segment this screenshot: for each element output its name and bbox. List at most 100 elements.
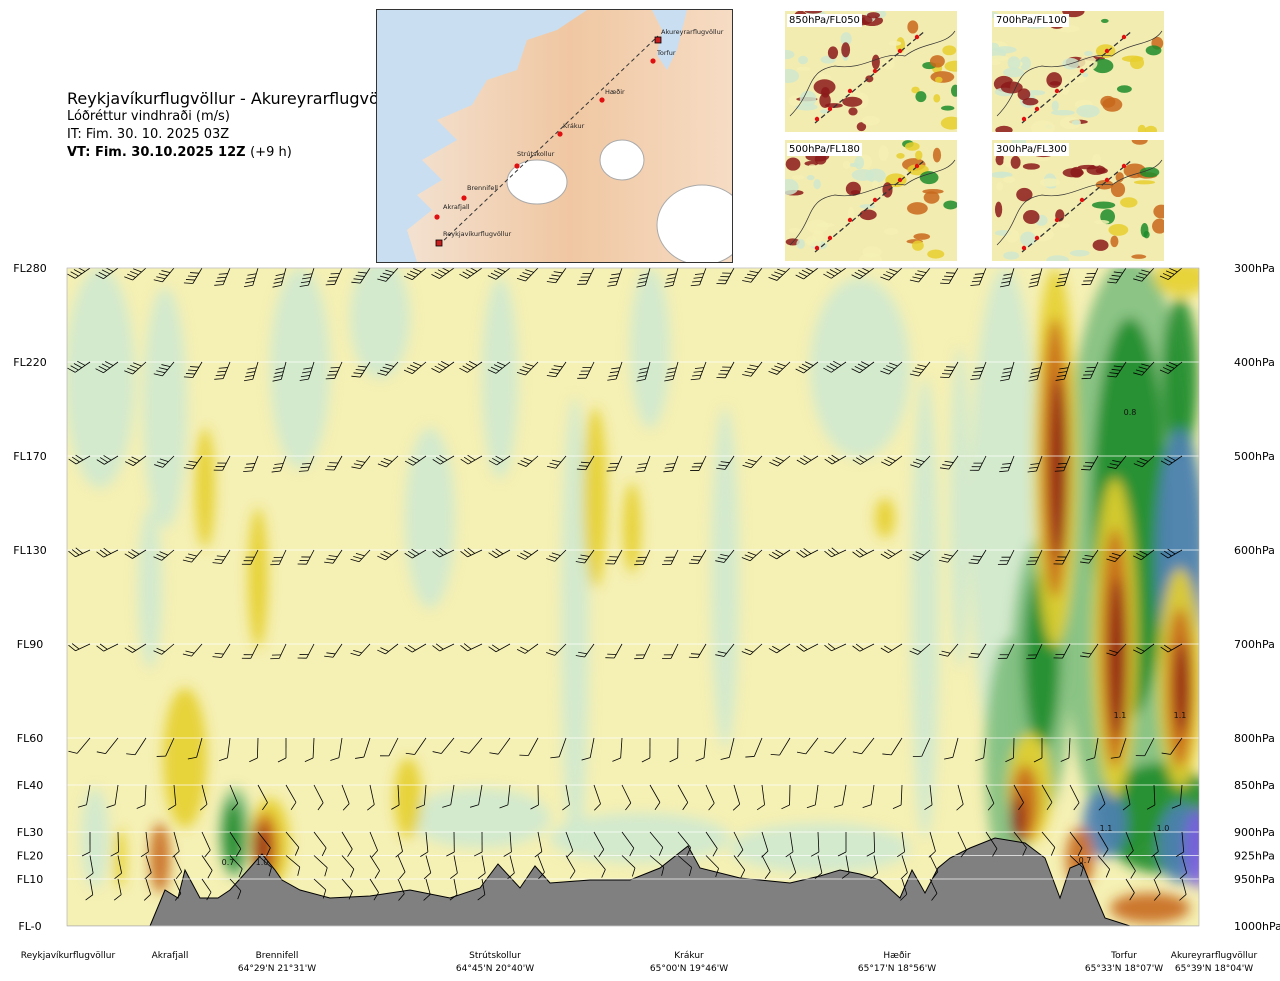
wind-barb: [1041, 784, 1053, 811]
valid-time: VT: Fim. 30.10.2025 12Z: [67, 145, 246, 160]
flight-level-label: FL40: [17, 779, 43, 792]
inset-route-point: [1034, 235, 1040, 241]
wind-barb: [313, 855, 328, 877]
inset-field-blob: [819, 93, 831, 108]
wind-barb: [634, 549, 651, 566]
inset-field-blob: [881, 58, 895, 70]
pressure-label: 600hPa: [1234, 544, 1275, 557]
route-point-label: Torfur: [656, 49, 676, 57]
wind-barb: [690, 268, 707, 287]
wind-barb: [715, 643, 735, 657]
wind-barb: [769, 455, 791, 467]
wind-barb: [968, 549, 987, 565]
inset-route-point: [1034, 106, 1040, 112]
wind-barb: [1086, 737, 1099, 761]
wind-barb: [969, 455, 987, 471]
wind-barb: [460, 547, 483, 558]
inset-field-blob: [840, 32, 852, 46]
inset-field-blob: [842, 160, 851, 169]
wind-barb: [153, 361, 175, 377]
wind-barb: [733, 855, 746, 879]
inset-field-blob: [854, 156, 865, 170]
inset-field-blob: [799, 90, 817, 107]
wind-barb: [810, 831, 820, 857]
inset-700: 700hPa/FL100: [992, 11, 1164, 132]
wind-barb: [488, 455, 511, 466]
inset-field-blob: [1137, 124, 1146, 132]
wind-barb: [1179, 855, 1188, 880]
wind-barb: [325, 268, 343, 286]
wind-barb: [1081, 268, 1099, 286]
inset-field-blob: [1000, 81, 1023, 94]
wind-barb: [229, 878, 242, 900]
wind-barb: [212, 643, 231, 658]
wind-barb: [285, 831, 300, 856]
velocity-contour: [810, 278, 910, 458]
value-annotations: 0.8 1.1 1.1 1.1 1.0 0.7 1.0 0.7: [222, 408, 1187, 867]
inset-field-blob: [906, 202, 928, 215]
wind-barb: [395, 831, 403, 858]
inset-field-blob: [915, 150, 923, 161]
inset-field-blob: [888, 40, 902, 46]
inset-route-point: [897, 48, 903, 54]
inset-field-blob: [923, 191, 940, 204]
wind-barb: [460, 454, 483, 465]
route-point-coord: 64°29'N 21°31'W: [237, 964, 317, 974]
inset-field-blob: [907, 20, 919, 34]
wind-barb: [649, 855, 665, 876]
wind-barb: [68, 547, 91, 558]
wind-barb: [449, 878, 458, 901]
pressure-label: 1000hPa: [1234, 920, 1280, 933]
flight-level-label: FL-0: [18, 920, 41, 933]
velocity-contour: [1184, 808, 1199, 888]
route-point-label: Strútskollur: [517, 150, 555, 158]
wind-barb: [68, 737, 91, 754]
route-point-labels: Reykjavíkurflugvöllur Akrafjall Brennifell…: [0, 950, 1280, 980]
wind-barb: [662, 643, 679, 659]
wind-barb: [369, 855, 380, 879]
wind-barb: [124, 643, 147, 653]
inset-field-blob: [1152, 218, 1164, 234]
wind-barb: [896, 831, 906, 858]
wind-barb: [271, 455, 287, 473]
inset-route-point: [1121, 163, 1127, 169]
wind-barb: [487, 268, 511, 280]
inset-field-blob: [1131, 140, 1148, 145]
inset-field-blob: [1110, 235, 1119, 248]
wind-barb: [442, 784, 455, 808]
velocity-contour: [561, 398, 589, 858]
wind-barb: [249, 737, 259, 763]
wind-barb: [517, 455, 539, 467]
wind-barb: [1013, 831, 1027, 856]
wind-barb: [143, 878, 152, 901]
wind-barb: [605, 643, 623, 659]
velocity-contour: [150, 823, 170, 893]
inset-field-blob: [950, 84, 957, 97]
wind-barb: [833, 784, 847, 808]
wind-barb: [85, 855, 94, 879]
wind-barb: [1133, 455, 1155, 468]
wind-barb: [285, 784, 297, 811]
inset-field-blob: [927, 249, 945, 259]
inset-route-point: [914, 34, 920, 40]
inset-300-map: [992, 140, 1164, 261]
wind-barb: [997, 549, 1015, 565]
flight-level-labels: FL280 FL220 FL170 FL130 FL90 FL60 FL40 FL30 FL20…: [13, 262, 46, 933]
wind-barb: [909, 361, 931, 377]
wind-barb: [940, 361, 959, 379]
wind-barb: [939, 455, 959, 470]
route-point-axis-label: Reykjavíkurflugvöllur: [8, 950, 128, 963]
route-point-coord: 65°00'N 19°46'W: [649, 964, 729, 974]
wind-barb: [880, 361, 903, 375]
wind-barb: [125, 455, 147, 466]
inset-field-blob: [798, 55, 809, 65]
inset-field-blob: [930, 71, 955, 83]
wind-barb: [488, 643, 511, 653]
inset-field-blob: [1007, 56, 1021, 70]
wind-barb: [1153, 878, 1161, 901]
route-point-marker: [654, 36, 662, 44]
wind-barb: [593, 855, 606, 878]
inset-field-blob: [1123, 163, 1147, 179]
glacier-1: [506, 159, 568, 205]
inset-field-blob: [796, 238, 806, 249]
